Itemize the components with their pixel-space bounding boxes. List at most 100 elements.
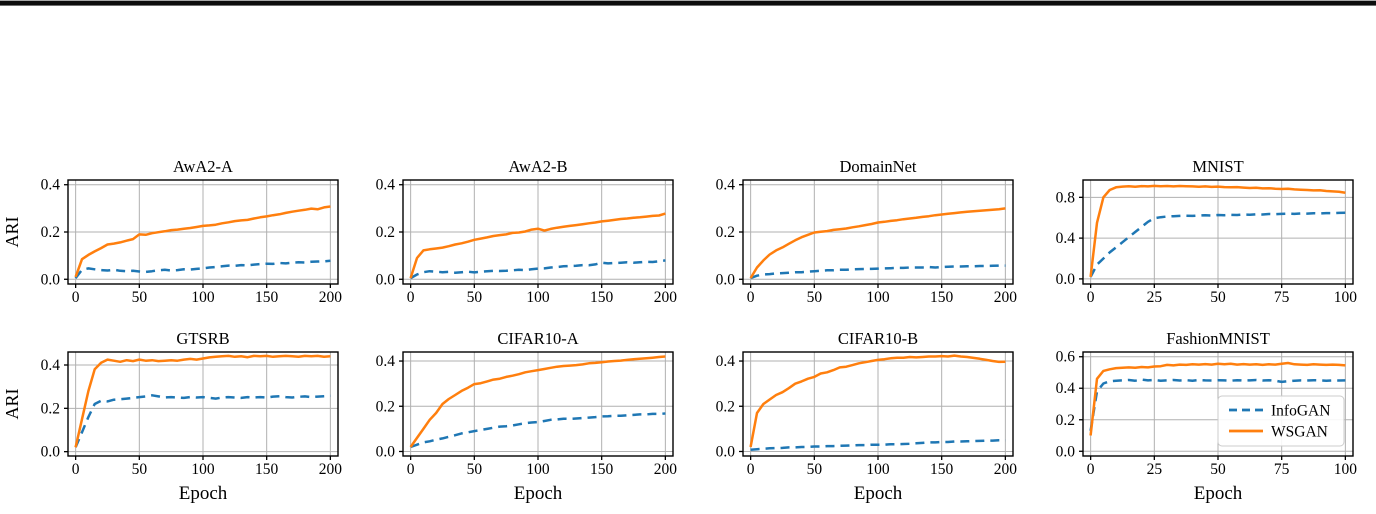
svg-text:150: 150 (255, 461, 279, 478)
svg-text:100: 100 (1334, 289, 1358, 306)
svg-text:50: 50 (807, 289, 823, 306)
subplot-awa2-a: 0 50 100 150 200 0.0 0.2 0.4 AwA2-A ARI (0, 156, 348, 310)
gridlines (1083, 180, 1353, 284)
svg-text:0.0: 0.0 (376, 443, 396, 460)
svg-text:0.0: 0.0 (716, 271, 736, 288)
svg-text:150: 150 (930, 289, 954, 306)
chart-svg-awa2-a: 0 50 100 150 200 0.0 0.2 0.4 AwA2-A ARI (2, 157, 342, 306)
gridlines (68, 180, 338, 284)
tick-labels: 0 50 100 150 200 0.0 0.2 0.4 (716, 353, 1018, 478)
page-top-rule (0, 0, 1376, 6)
infogan-line (409, 259, 666, 280)
svg-text:0.4: 0.4 (716, 353, 736, 370)
chart-title: AwA2-A (173, 157, 233, 176)
tick-labels: 0 50 100 150 200 0.0 0.2 0.4 (716, 177, 1018, 306)
chart-svg-gtsrb: 0 50 100 150 200 0.0 0.2 0.4 GTSRB ARI Epoch (2, 329, 343, 504)
svg-text:25: 25 (1147, 289, 1163, 306)
subplot-gtsrb: 0 50 100 150 200 0.0 0.2 0.4 GTSRB ARI Epoch (0, 328, 348, 514)
gridlines (403, 180, 673, 284)
subplot-awa2-b: 0 50 100 150 200 0.0 0.2 0.4 AwA2-B (335, 156, 683, 310)
svg-text:75: 75 (1274, 461, 1290, 478)
svg-text:200: 200 (319, 461, 343, 478)
svg-text:50: 50 (1210, 461, 1226, 478)
chart-svg-awa2-b: 0 50 100 150 200 0.0 0.2 0.4 AwA2-B (376, 157, 678, 306)
x-axis-label: Epoch (1194, 483, 1243, 504)
legend-label-infogan: InfoGAN (1271, 403, 1330, 420)
chart-title: AwA2-B (509, 157, 568, 176)
svg-text:0.0: 0.0 (41, 444, 61, 461)
svg-text:0.2: 0.2 (716, 398, 735, 415)
chart-svg-cifar10-b: 0 50 100 150 200 0.0 0.2 0.4 CIFAR10-B Epoch (716, 329, 1018, 504)
svg-text:150: 150 (930, 461, 954, 478)
svg-text:0.4: 0.4 (376, 353, 396, 370)
svg-text:75: 75 (1274, 289, 1290, 306)
x-axis-label: Epoch (179, 483, 228, 504)
tick-marks (739, 360, 1007, 460)
svg-text:0: 0 (407, 461, 415, 478)
svg-text:50: 50 (467, 289, 483, 306)
legend-box (1217, 395, 1345, 447)
tick-marks (64, 184, 332, 288)
chart-svg-cifar10-a: 0 50 100 150 200 0.0 0.2 0.4 CIFAR10-A Epoch (376, 329, 678, 504)
svg-text:0.4: 0.4 (41, 357, 61, 374)
svg-text:200: 200 (654, 289, 678, 306)
svg-text:0.0: 0.0 (1056, 271, 1076, 288)
svg-text:200: 200 (994, 461, 1018, 478)
tick-marks (399, 184, 667, 288)
svg-text:0.6: 0.6 (1056, 349, 1076, 366)
svg-text:0.4: 0.4 (376, 177, 396, 194)
gridlines (743, 352, 1013, 456)
svg-text:100: 100 (191, 461, 215, 478)
infogan-line (1089, 211, 1346, 278)
svg-text:200: 200 (994, 289, 1018, 306)
gridlines (743, 180, 1013, 284)
svg-text:0.2: 0.2 (716, 224, 735, 241)
svg-text:0: 0 (1087, 289, 1095, 306)
svg-text:100: 100 (866, 289, 890, 306)
wsgan-line (409, 212, 666, 279)
svg-text:0.0: 0.0 (41, 271, 61, 288)
infogan-line (750, 264, 1006, 280)
infogan-line (1089, 378, 1346, 432)
svg-text:25: 25 (1147, 461, 1163, 478)
tick-labels: 0 50 100 150 200 0.0 0.2 0.4 (41, 357, 343, 478)
subplot-fashionmnist: 0 25 50 75 100 0.0 0.2 0.4 0.6 FashionMNIST Epoch I… (1015, 328, 1363, 514)
svg-text:0.0: 0.0 (1056, 443, 1076, 460)
chart-title: CIFAR10-B (838, 329, 918, 348)
svg-text:50: 50 (132, 289, 148, 306)
svg-text:50: 50 (807, 461, 823, 478)
chart-title: DomainNet (840, 157, 917, 176)
svg-text:0.2: 0.2 (41, 400, 60, 417)
svg-text:0.2: 0.2 (376, 224, 395, 241)
svg-text:0.4: 0.4 (1056, 380, 1076, 397)
wsgan-line (749, 354, 1006, 448)
tick-labels: 0 50 100 150 200 0.0 0.2 0.4 (376, 353, 678, 478)
wsgan-line (1089, 361, 1346, 436)
svg-text:0.0: 0.0 (376, 271, 396, 288)
subplot-mnist: 0 25 50 75 100 0.0 0.4 0.8 MNIST (1015, 156, 1363, 310)
svg-text:0.4: 0.4 (41, 177, 61, 194)
svg-text:50: 50 (1210, 289, 1226, 306)
svg-text:0: 0 (747, 289, 755, 306)
tick-marks (399, 360, 667, 460)
infogan-line (74, 394, 331, 448)
svg-text:0.4: 0.4 (716, 177, 736, 194)
x-axis-label: Epoch (854, 483, 903, 504)
wsgan-line (749, 207, 1006, 279)
svg-text:0.0: 0.0 (716, 443, 736, 460)
tick-labels: 0 25 50 75 100 0.0 0.4 0.8 (1056, 189, 1358, 306)
svg-text:0: 0 (1087, 461, 1095, 478)
svg-text:200: 200 (654, 461, 678, 478)
tick-marks (1079, 196, 1347, 288)
svg-text:100: 100 (526, 461, 550, 478)
svg-text:100: 100 (866, 461, 890, 478)
svg-text:0.2: 0.2 (1056, 412, 1075, 429)
wsgan-line (409, 355, 666, 448)
chart-title: GTSRB (176, 329, 229, 348)
svg-text:0.2: 0.2 (41, 224, 60, 241)
svg-text:150: 150 (590, 461, 614, 478)
infogan-line (410, 412, 666, 449)
svg-text:50: 50 (467, 461, 483, 478)
